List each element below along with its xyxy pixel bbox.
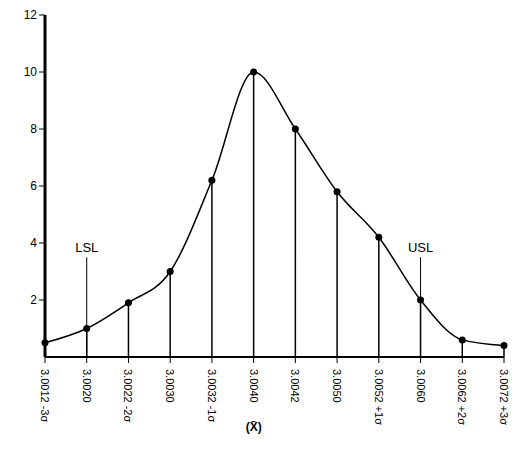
svg-text:12: 12 (24, 8, 38, 22)
svg-text:3.0040: 3.0040 (248, 369, 260, 403)
svg-text:3.0020: 3.0020 (81, 369, 93, 403)
svg-text:USL: USL (408, 240, 433, 255)
svg-text:3.0062 +2σ: 3.0062 +2σ (456, 369, 468, 425)
svg-text:8: 8 (30, 122, 37, 136)
svg-text:3.0042: 3.0042 (289, 369, 301, 403)
svg-text:3.0072 +3σ: 3.0072 +3σ (498, 369, 510, 425)
svg-text:3.0012 -3σ: 3.0012 -3σ (39, 369, 51, 422)
svg-text:3.0032 -1σ: 3.0032 -1σ (206, 369, 218, 422)
svg-text:4: 4 (30, 236, 37, 250)
svg-text:3.0052 +1σ: 3.0052 +1σ (373, 369, 385, 425)
svg-text:3.0022 -2σ: 3.0022 -2σ (122, 369, 134, 422)
svg-text:(X̄): (X̄) (246, 420, 262, 434)
svg-text:2: 2 (30, 293, 37, 307)
svg-text:3.0060: 3.0060 (415, 369, 427, 403)
svg-text:LSL: LSL (75, 240, 98, 255)
svg-text:6: 6 (30, 179, 37, 193)
svg-text:3.0030: 3.0030 (164, 369, 176, 403)
svg-text:10: 10 (24, 65, 38, 79)
svg-text:3.0050: 3.0050 (331, 369, 343, 403)
